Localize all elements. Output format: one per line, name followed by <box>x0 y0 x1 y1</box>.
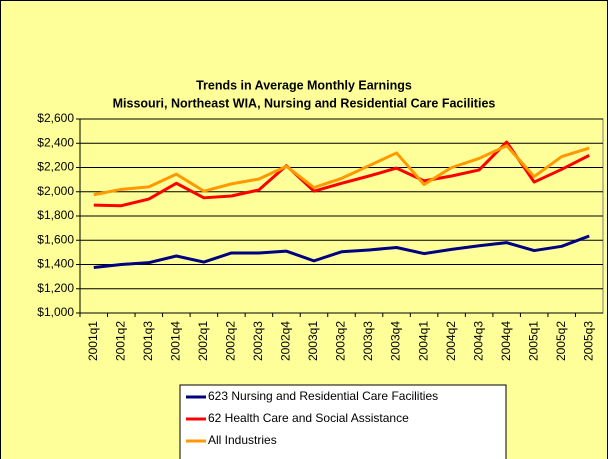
x-tick-label: 2004q3 <box>471 321 485 361</box>
x-tick-label: 2002q2 <box>224 321 238 361</box>
y-tick-label: $1,200 <box>37 281 74 295</box>
chart-subtitle: Missouri, Northeast WIA, Nursing and Res… <box>113 96 496 110</box>
x-tick-label: 2004q4 <box>499 321 513 361</box>
y-tick-label: $1,400 <box>37 257 74 271</box>
x-tick-label: 2003q1 <box>306 321 320 361</box>
x-tick-label: 2003q4 <box>389 321 403 361</box>
x-tick-label: 2005q3 <box>581 321 595 361</box>
x-tick-label: 2002q1 <box>196 321 210 361</box>
x-tick-label: 2001q2 <box>113 321 127 361</box>
x-tick-label: 2003q3 <box>361 321 375 361</box>
chart-title: Trends in Average Monthly Earnings <box>196 78 412 92</box>
y-tick-label: $2,000 <box>37 184 74 198</box>
x-tick-label: 2001q4 <box>169 321 183 361</box>
x-tick-label: 2001q1 <box>86 321 100 361</box>
legend-box <box>179 384 507 459</box>
x-tick-label: 2004q1 <box>416 321 430 361</box>
x-tick-label: 2005q1 <box>526 321 540 361</box>
x-tick-label: 2005q2 <box>554 321 568 361</box>
y-tick-label: $1,000 <box>37 305 74 319</box>
legend-label: 62 Health Care and Social Assistance <box>208 411 409 425</box>
series-line <box>93 234 590 270</box>
y-tick-label: $2,400 <box>37 135 74 149</box>
series-line <box>93 144 590 197</box>
x-tick-label: 2001q3 <box>141 321 155 361</box>
x-tick-label: 2002q3 <box>251 321 265 361</box>
y-tick-label: $1,600 <box>37 232 74 246</box>
y-tick-label: $1,800 <box>37 208 74 222</box>
legend-label: All Industries <box>208 433 277 447</box>
x-tick-label: 2002q4 <box>279 321 293 361</box>
x-tick-label: 2004q2 <box>444 321 458 361</box>
y-tick-label: $2,200 <box>37 160 74 174</box>
x-tick-label: 2003q2 <box>334 321 348 361</box>
series-line <box>93 140 590 208</box>
legend-label: 623 Nursing and Residential Care Facilit… <box>208 389 438 403</box>
y-tick-label: $2,600 <box>37 111 74 125</box>
